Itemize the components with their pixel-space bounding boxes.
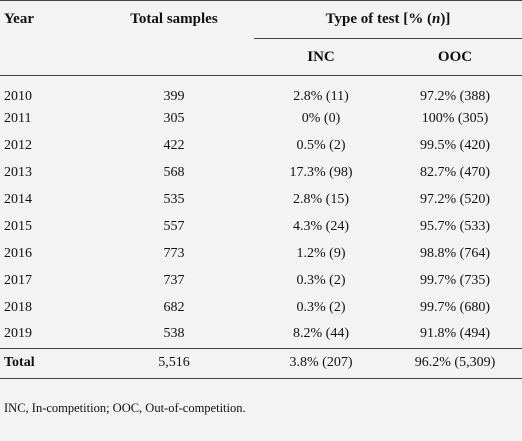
table-cell: 2016 [4,245,32,261]
table-cell: 98.8% (764) [420,245,490,261]
table-cell: 557 [163,218,185,234]
table-row: 2019 538 8.2% (44) 91.8% (494) [0,321,522,348]
table-cell: 2.8% (11) [293,89,349,104]
table-cell: 2019 [4,326,32,342]
footnote: INC, In-competition; OOC, Out-of-competi… [4,400,246,415]
table-cell: 2010 [4,89,32,104]
table-cell: 305 [163,110,185,126]
table-cell: 2014 [4,191,32,207]
table-row: 2015 557 4.3% (24) 95.7% (533) [0,213,522,240]
table-cell: 4.3% (24) [293,218,349,234]
table-cell: 100% (305) [421,110,489,126]
table-row: 2013 568 17.3% (98) 82.7% (470) [0,159,522,186]
table-cell: 96.2% (5,309) [414,355,496,370]
header-cell: Total samples [130,11,218,27]
table-cell: 99.7% (735) [420,272,490,288]
table-cell: 2015 [4,218,32,234]
table-cell: 2017 [4,272,32,288]
table-cell: 97.2% (388) [420,89,490,104]
data-table: Year Total samples Type of test [% (n)] … [0,0,522,378]
table-cell: 82.7% (470) [420,164,490,180]
header-cell: Year [4,11,34,27]
header-cell: OOC [437,48,473,65]
table-cell: 8.2% (44) [293,326,349,342]
table-cell: 2018 [4,299,32,315]
table-head: Year Total samples Type of test [% (n)] … [0,0,522,76]
table-cell: 97.2% (520) [420,191,490,207]
header-text: n [432,11,441,27]
table-cell: 0% (0) [301,110,341,126]
table-cell: 682 [163,299,185,315]
header-cell: Type of test [% (n)] [254,0,522,39]
table-row: 2017 737 0.3% (2) 99.7% (735) [0,267,522,294]
header-cell: INC [307,48,335,65]
table-cell: 2012 [4,137,32,153]
table-cell: 95.7% (533) [420,218,490,234]
table-cell: 568 [163,164,185,180]
table-cell: 0.5% (2) [296,137,346,153]
table-cell: 5,516 [158,355,190,370]
table-cell: 91.8% (494) [420,326,490,342]
table-cell: 773 [163,245,185,261]
table-cell: 1.2% (9) [296,245,346,261]
subheader-row: INC OOC [0,39,522,76]
header-text: Type of test [% ( [325,11,433,27]
table-cell: 0.3% (2) [296,299,346,315]
table-cell: 399 [163,89,185,104]
header-row: Year Total samples Type of test [% (n)] [0,0,522,39]
table-cell: 17.3% (98) [289,164,353,180]
table-body: 2010 399 2.8% (11) 97.2% (388) 2011 305 0% (0)… [0,76,522,378]
table-cell: 2.8% (15) [293,191,349,207]
table-row: 2014 535 2.8% (15) 97.2% (520) [0,186,522,213]
table-row: 2018 682 0.3% (2) 99.7% (680) [0,294,522,321]
table-cell: 0.3% (2) [296,272,346,288]
table-row: 2012 422 0.5% (2) 99.5% (420) [0,132,522,159]
table-cell: 2013 [4,164,32,180]
table-cell: 737 [163,272,185,288]
table-row: 2011 305 0% (0) 100% (305) [0,105,522,132]
header-text: )] [440,11,451,27]
table-row: 2016 773 1.2% (9) 98.8% (764) [0,240,522,267]
table-row: Total 5,516 3.8% (207) 96.2% (5,309) [0,348,522,378]
table-cell: 99.5% (420) [420,137,490,153]
table-cell: 3.8% (207) [289,355,353,370]
table-cell: Total [4,355,35,370]
table-row: 2010 399 2.8% (11) 97.2% (388) [0,76,522,106]
table-cell: 535 [163,191,185,207]
table-cell: 2011 [4,110,32,126]
table-cell: 422 [163,137,185,153]
table-cell: 538 [163,326,185,342]
table-cell: 99.7% (680) [420,299,490,315]
